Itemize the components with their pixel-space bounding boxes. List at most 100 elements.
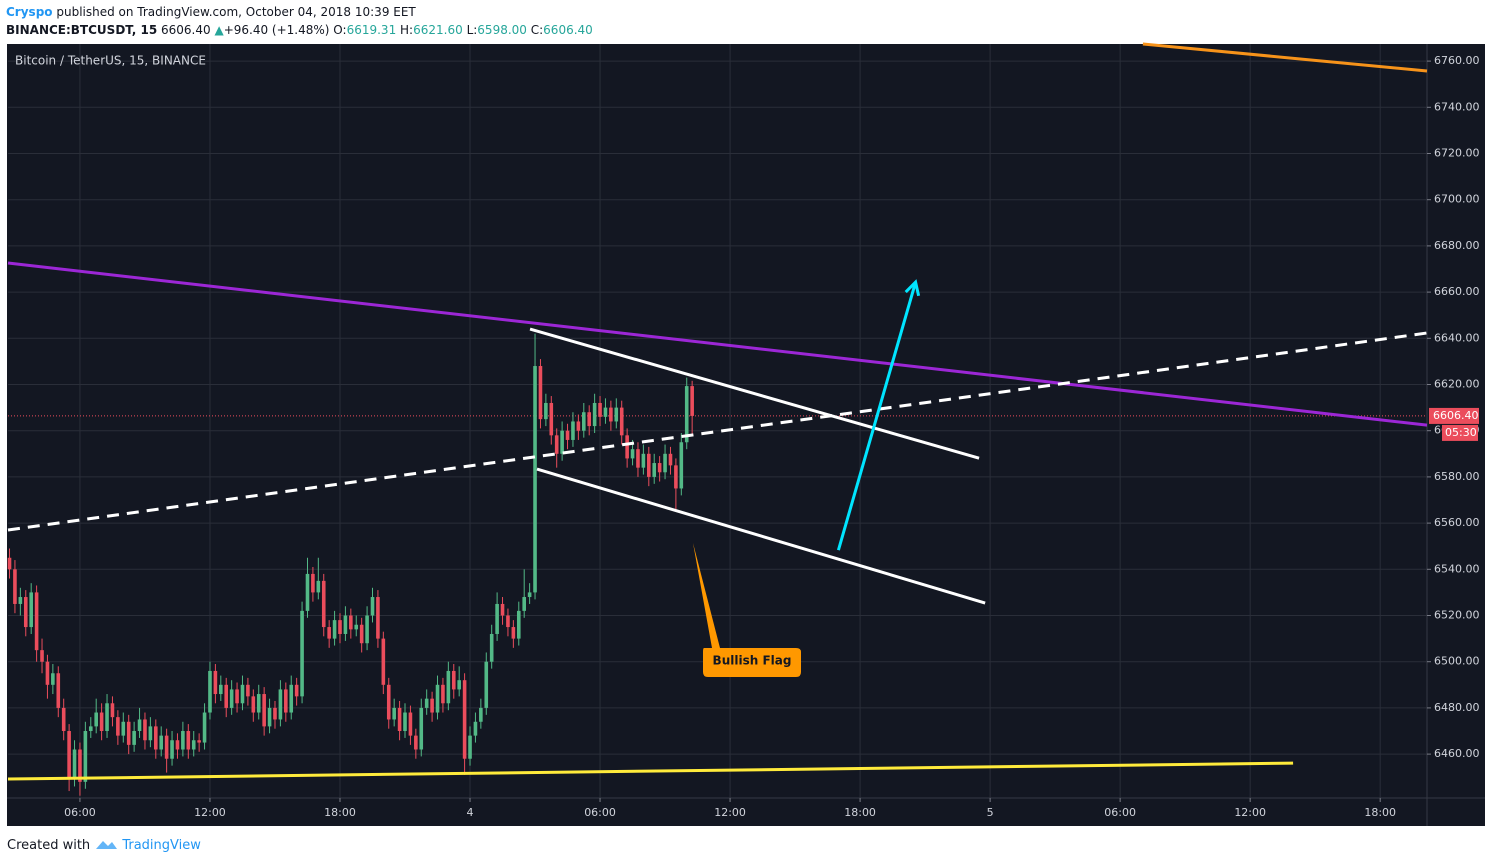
symbol: BINANCE:BTCUSDT, 15 [6, 23, 158, 37]
candle-body [332, 620, 337, 639]
candle-body [137, 719, 142, 732]
y-tick-label: 6540.00 [1434, 562, 1480, 575]
candle-body [153, 726, 158, 750]
candle-body [316, 580, 321, 593]
y-tick-label: 6680.00 [1434, 239, 1480, 252]
candle-body [376, 597, 380, 639]
candle-body [338, 620, 342, 634]
candle-body [522, 597, 526, 611]
x-tick-label: 12:00 [1234, 806, 1266, 819]
y-tick-label: 6480.00 [1434, 701, 1480, 714]
x-tick-label: 06:00 [1104, 806, 1136, 819]
candle-body [13, 569, 17, 604]
candle-body [630, 449, 635, 459]
candle-body [67, 731, 71, 778]
candle-body [392, 707, 396, 720]
candle-body [99, 712, 104, 732]
candle-body [625, 435, 629, 459]
candle-body [544, 402, 548, 420]
candle-body [484, 661, 489, 708]
candle-body [235, 689, 239, 704]
candle-body [56, 673, 61, 708]
author[interactable]: Cryspo [6, 5, 53, 19]
candle-body [240, 684, 245, 704]
candle-body [516, 610, 521, 639]
candle-body [462, 680, 467, 759]
candle-body [354, 624, 359, 630]
callout [693, 543, 801, 677]
candle-body [386, 684, 391, 720]
candle-body [94, 712, 98, 727]
candle-body [78, 749, 82, 782]
candle-body [246, 684, 250, 697]
y-tick-label: 6660.00 [1434, 285, 1480, 298]
candle-body [262, 694, 266, 727]
candle-body [300, 610, 304, 697]
candle-body [446, 670, 451, 704]
candle-body [284, 689, 288, 713]
candle-body [116, 717, 120, 736]
low: 6598.00 [477, 23, 527, 37]
candle-body [175, 740, 180, 750]
logo [96, 841, 118, 849]
l-label: L: [466, 23, 478, 37]
candle-body [23, 597, 28, 628]
candle-body [40, 650, 44, 662]
candle-body [641, 453, 646, 468]
y-tick-label: 6700.00 [1434, 193, 1480, 206]
candle-body [603, 407, 608, 417]
candle-body [408, 712, 413, 736]
candle-body [554, 435, 559, 454]
y-tick-label: 6500.00 [1434, 655, 1480, 668]
close: 6606.40 [543, 23, 593, 37]
arrow-head [904, 279, 921, 297]
candle-body [549, 402, 554, 436]
candle-body [132, 731, 136, 745]
candle-body [571, 421, 575, 440]
candle-body [321, 580, 326, 628]
candle-body [598, 402, 602, 417]
countdown-box [1442, 424, 1478, 441]
candle-body [538, 366, 543, 420]
candle-body [657, 463, 662, 473]
candle-body [419, 707, 424, 750]
y-tick-label: 6580.00 [1434, 470, 1480, 483]
candle-body [51, 673, 55, 685]
candle-body [451, 670, 456, 690]
candle-body [278, 689, 283, 720]
y-tick-label: 6760.00 [1434, 54, 1480, 67]
candle-body [170, 740, 174, 759]
candle-body [365, 615, 369, 644]
x-tick-label: 4 [467, 806, 474, 819]
candle-body [29, 592, 33, 628]
candle-body [479, 707, 483, 722]
candle-body [679, 442, 684, 489]
brand[interactable]: TradingView [122, 838, 201, 853]
candle-body [430, 698, 434, 713]
quote-line: BINANCE:BTCUSDT, 15 6606.40 ▲+96.40 (+1.… [6, 21, 593, 39]
candle-body [381, 638, 386, 685]
candle-body [647, 453, 651, 477]
candle-body [273, 707, 277, 720]
candle-body [511, 627, 516, 639]
x-tick-label: 5 [987, 806, 994, 819]
c-label: C: [530, 23, 544, 37]
candle-body [186, 731, 191, 750]
last-price-box [1429, 407, 1479, 424]
publish-line: Cryspo published on TradingView.com, Oct… [6, 3, 593, 21]
trend-line [7, 261, 1428, 427]
candle-body [327, 627, 331, 639]
open: 6619.31 [346, 23, 397, 37]
candle-body [191, 740, 196, 750]
candle-body [229, 689, 234, 708]
candle-body [614, 407, 619, 422]
candle-body [609, 407, 613, 422]
legend: Bitcoin / TetherUS, 15, BINANCE [15, 54, 206, 68]
candle-body [565, 430, 570, 440]
h-label: H: [400, 23, 414, 37]
candle-body [663, 453, 667, 473]
candle-body [576, 421, 581, 431]
candle-body [105, 703, 109, 732]
candle-body [256, 694, 261, 713]
candle-body [202, 712, 207, 743]
